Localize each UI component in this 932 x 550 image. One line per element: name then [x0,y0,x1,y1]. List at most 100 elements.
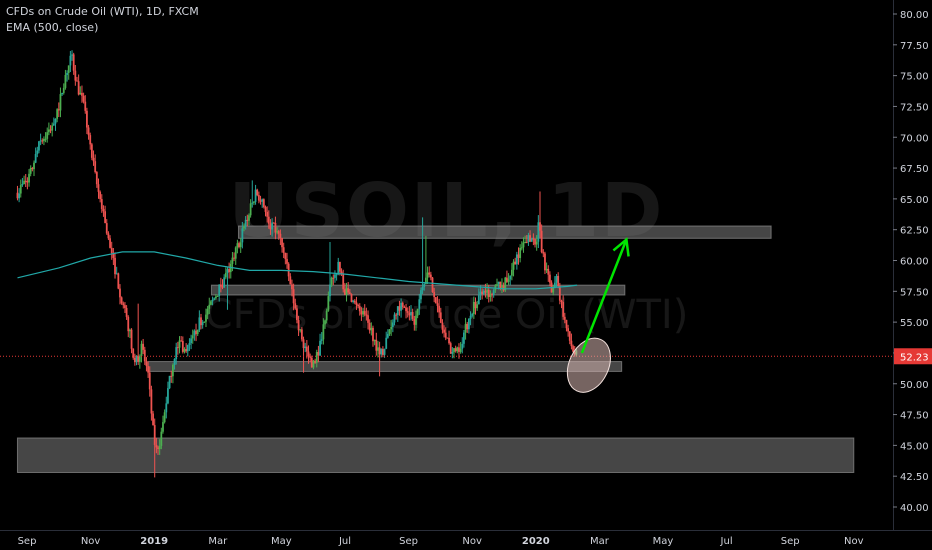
candle-body [21,183,24,186]
candle-body [148,372,151,390]
candle-body [335,274,338,276]
candle-body [309,356,312,358]
candle-body [152,413,154,426]
candle-body [537,222,540,242]
candle-body [469,315,472,319]
candle-body [357,304,360,307]
candle-body [122,303,125,306]
candle-body [342,274,345,290]
candle-body [492,290,495,295]
candle-body [545,268,548,271]
candle-body [337,261,340,275]
candle-body [424,277,427,285]
candle-body [133,357,136,363]
candle-body [190,338,192,344]
candle-body [535,241,538,245]
candle-body [426,272,429,278]
candle-body [534,238,536,245]
time-tick-label: Sep [18,536,37,547]
candle-body [66,73,68,76]
candle-body [420,290,422,300]
candle-body [124,305,126,309]
candle-body [472,301,475,315]
candle-body [130,329,133,349]
candle-body [390,326,393,330]
candle-body [248,215,250,221]
candle-body [396,306,399,316]
candle-body [319,340,321,356]
candle-body [453,348,455,353]
candle-body [454,348,457,352]
candle-body [193,330,196,336]
candle-body [246,219,249,221]
candle-body [382,348,384,355]
candle-body [168,375,171,389]
candle-body [259,200,262,202]
candle-body [560,300,563,303]
candle-body [105,223,108,234]
candle-body [415,315,417,325]
candle-body [62,87,65,93]
candle-body [449,343,452,354]
candle-body [49,129,52,131]
candle-body [565,319,568,329]
time-tick-label: 2020 [522,536,550,547]
candle-body [405,307,407,312]
time-tick-label: Mar [590,536,610,547]
candle-body [178,340,181,348]
candle-body [90,144,93,158]
candle-body [183,349,186,352]
candle-body [262,199,265,207]
candle-body [115,273,118,275]
chart-legend: CFDs on Crude Oil (WTI), 1D, FXCM EMA (5… [6,4,199,36]
candle-body [64,75,67,88]
candle-body [205,314,207,322]
candle-body [79,92,82,95]
candle-body [74,70,77,81]
candle-body [28,173,30,183]
candle-body [563,316,566,320]
candle-body [514,261,517,265]
candle-body [441,322,444,330]
candle-body [138,356,141,362]
candle-body [271,222,274,230]
indicator-label[interactable]: EMA (500, close) [6,21,99,34]
candle-body [180,340,183,342]
price-tick-label: 67.50 [900,164,929,175]
candle-body [324,320,326,325]
candle-body [69,55,72,66]
bullish-arrow-head [612,237,630,257]
candle-body [562,302,565,317]
candle-body [234,247,237,259]
candle-body [41,140,44,142]
last-price-label: 52.23 [900,352,929,363]
candle-body [515,254,518,265]
candle-body [489,294,492,297]
symbol-title[interactable]: CFDs on Crude Oil (WTI), 1D, FXCM [6,5,199,18]
candle-body [322,324,325,340]
candle-body [348,292,351,295]
candle-body [444,332,447,338]
candle-body [347,288,350,293]
candle-body [165,403,168,413]
candle-body [334,274,336,278]
candle-body [224,272,227,278]
candle-body [110,247,113,254]
candle-body [474,301,477,309]
candle-body [223,277,226,288]
candle-body [497,281,500,285]
candle-body [310,357,313,368]
candle-body [476,304,479,309]
price-tick-label: 47.50 [900,411,929,422]
candle-body [352,300,355,302]
candle-body [439,312,442,323]
candle-body [401,302,404,307]
candle-body [466,323,469,330]
candle-body [84,101,87,111]
candle-body [484,290,487,293]
candle-body [408,312,411,316]
candle-body [143,349,146,362]
price-tick-label: 80.00 [900,10,929,21]
